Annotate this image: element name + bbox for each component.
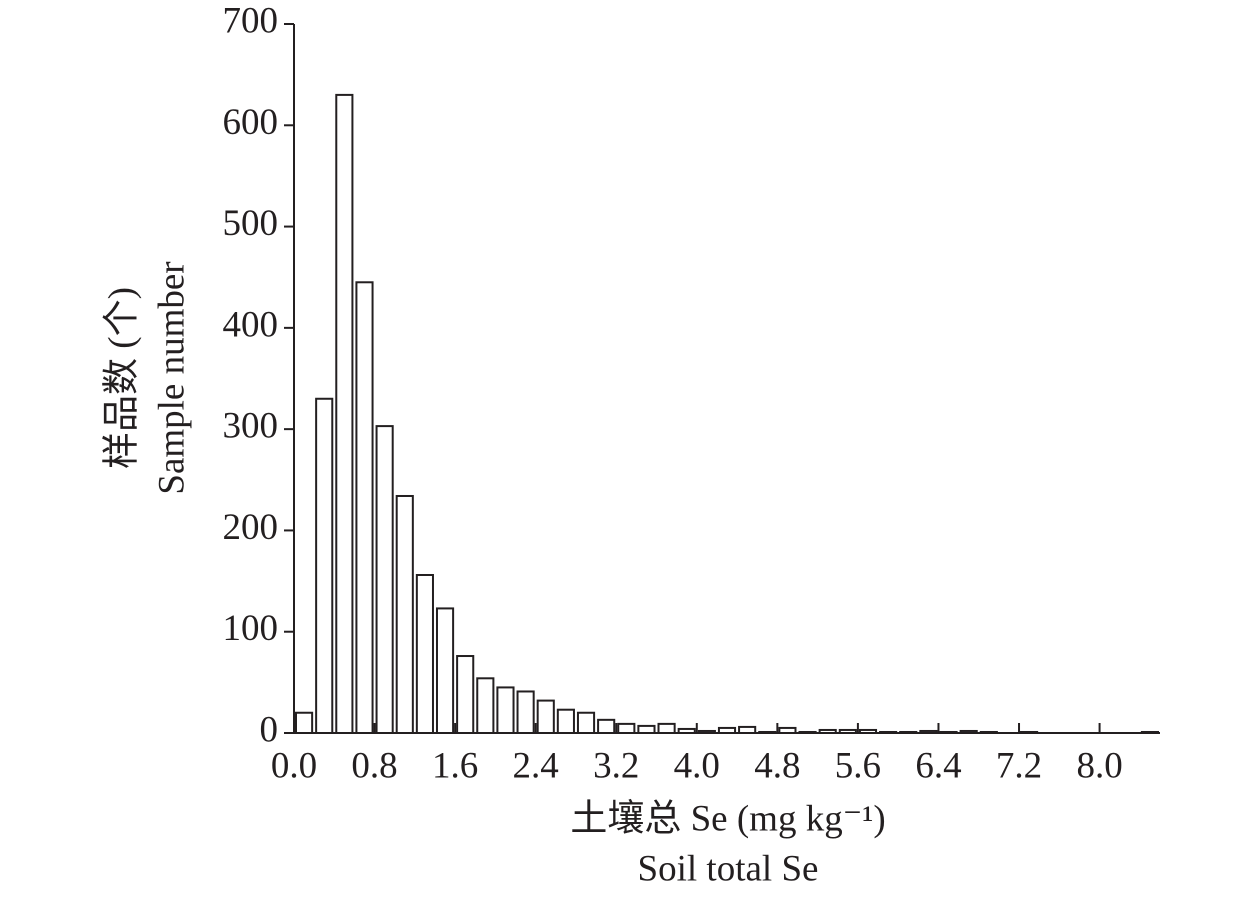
bar	[657, 722, 676, 734]
x-axis-label: Soil total Se	[638, 848, 819, 889]
x-tick-label: 8.0	[1076, 745, 1122, 786]
bar	[375, 425, 394, 734]
x-axis-label: 土壤总 Se (mg kg⁻¹)	[570, 797, 885, 839]
bar	[576, 711, 596, 735]
bar	[617, 722, 636, 734]
bar	[435, 607, 455, 735]
bar	[355, 281, 374, 734]
bar	[597, 718, 616, 735]
bar	[556, 708, 575, 734]
y-tick-label: 300	[223, 406, 279, 447]
bar	[536, 699, 555, 734]
y-tick-label: 700	[223, 0, 279, 41]
y-label-group: 样品数 (个) Sample number	[100, 261, 192, 494]
x-tick-label: 0.8	[351, 745, 397, 786]
bar	[295, 711, 314, 735]
y-tick-label: 200	[223, 507, 279, 548]
x-tick-label: 3.2	[593, 745, 639, 786]
x-tick-label: 4.8	[754, 745, 800, 786]
bar	[496, 686, 515, 735]
bar	[637, 724, 656, 734]
x-tick-label: 4.0	[674, 745, 720, 786]
x-tick-label: 0.0	[271, 745, 317, 786]
bar	[476, 677, 495, 735]
y-tick-label: 400	[223, 304, 279, 345]
bar	[395, 494, 414, 734]
y-axis-label: 样品数 (个)	[100, 287, 142, 469]
x-tick-label: 5.6	[835, 745, 881, 786]
y-tick-label: 600	[223, 102, 279, 143]
bar	[456, 655, 475, 734]
bar	[335, 93, 354, 734]
bar	[415, 573, 434, 734]
bar	[516, 690, 535, 734]
bar	[315, 397, 334, 734]
y-axis-label: Sample number	[151, 261, 192, 494]
y-tick-label: 100	[223, 608, 279, 649]
x-tick-label: 7.2	[996, 745, 1042, 786]
x-tick-label: 6.4	[915, 745, 961, 786]
y-tick-label: 0	[260, 709, 279, 750]
y-tick-label: 500	[223, 203, 279, 244]
x-tick-label: 2.4	[513, 745, 559, 786]
x-tick-label: 1.6	[432, 745, 478, 786]
